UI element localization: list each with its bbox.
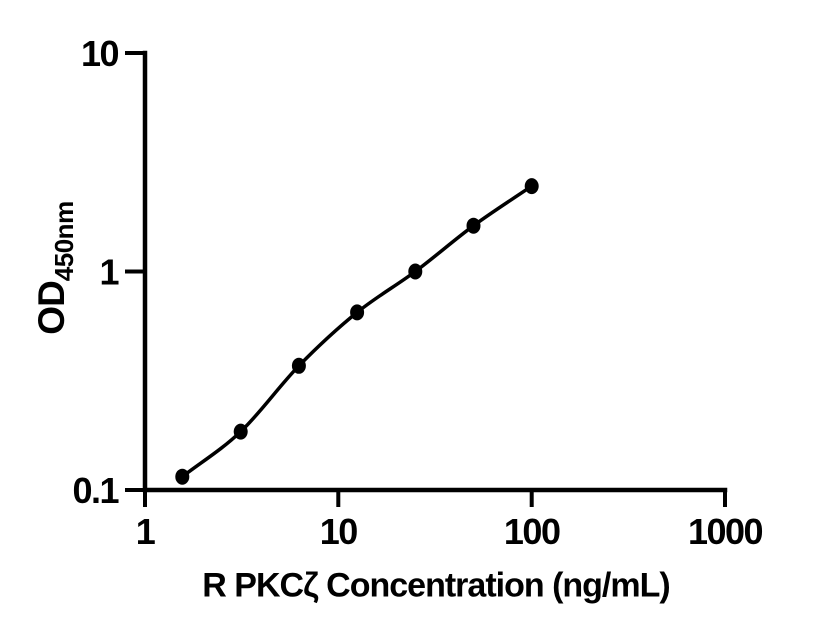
y-axis-title-main: OD: [31, 281, 72, 335]
axis-spine: [142, 50, 728, 493]
x-axis-tick-label: 1000: [688, 511, 763, 552]
data-point: [466, 217, 481, 234]
x-axis-tick-label: 1: [136, 511, 156, 552]
y-axis-tick-label: 1: [99, 252, 119, 293]
x-axis-tick-label: 100: [504, 511, 560, 552]
y-axis-tick-label: 10: [81, 33, 119, 74]
data-point: [408, 263, 423, 280]
data-point: [233, 423, 248, 440]
x-axis-title: R PKCζ Concentration (ng/mL): [202, 566, 670, 605]
data-point: [350, 304, 365, 321]
y-axis-title: OD450nm: [31, 201, 79, 335]
y-axis-tick-label: 0.1: [72, 470, 119, 511]
data-point: [175, 468, 190, 485]
data-point: [524, 178, 539, 195]
x-axis-tick-label: 10: [320, 511, 358, 552]
data-point: [291, 357, 306, 374]
y-axis-title-subscript: 450nm: [49, 201, 79, 282]
